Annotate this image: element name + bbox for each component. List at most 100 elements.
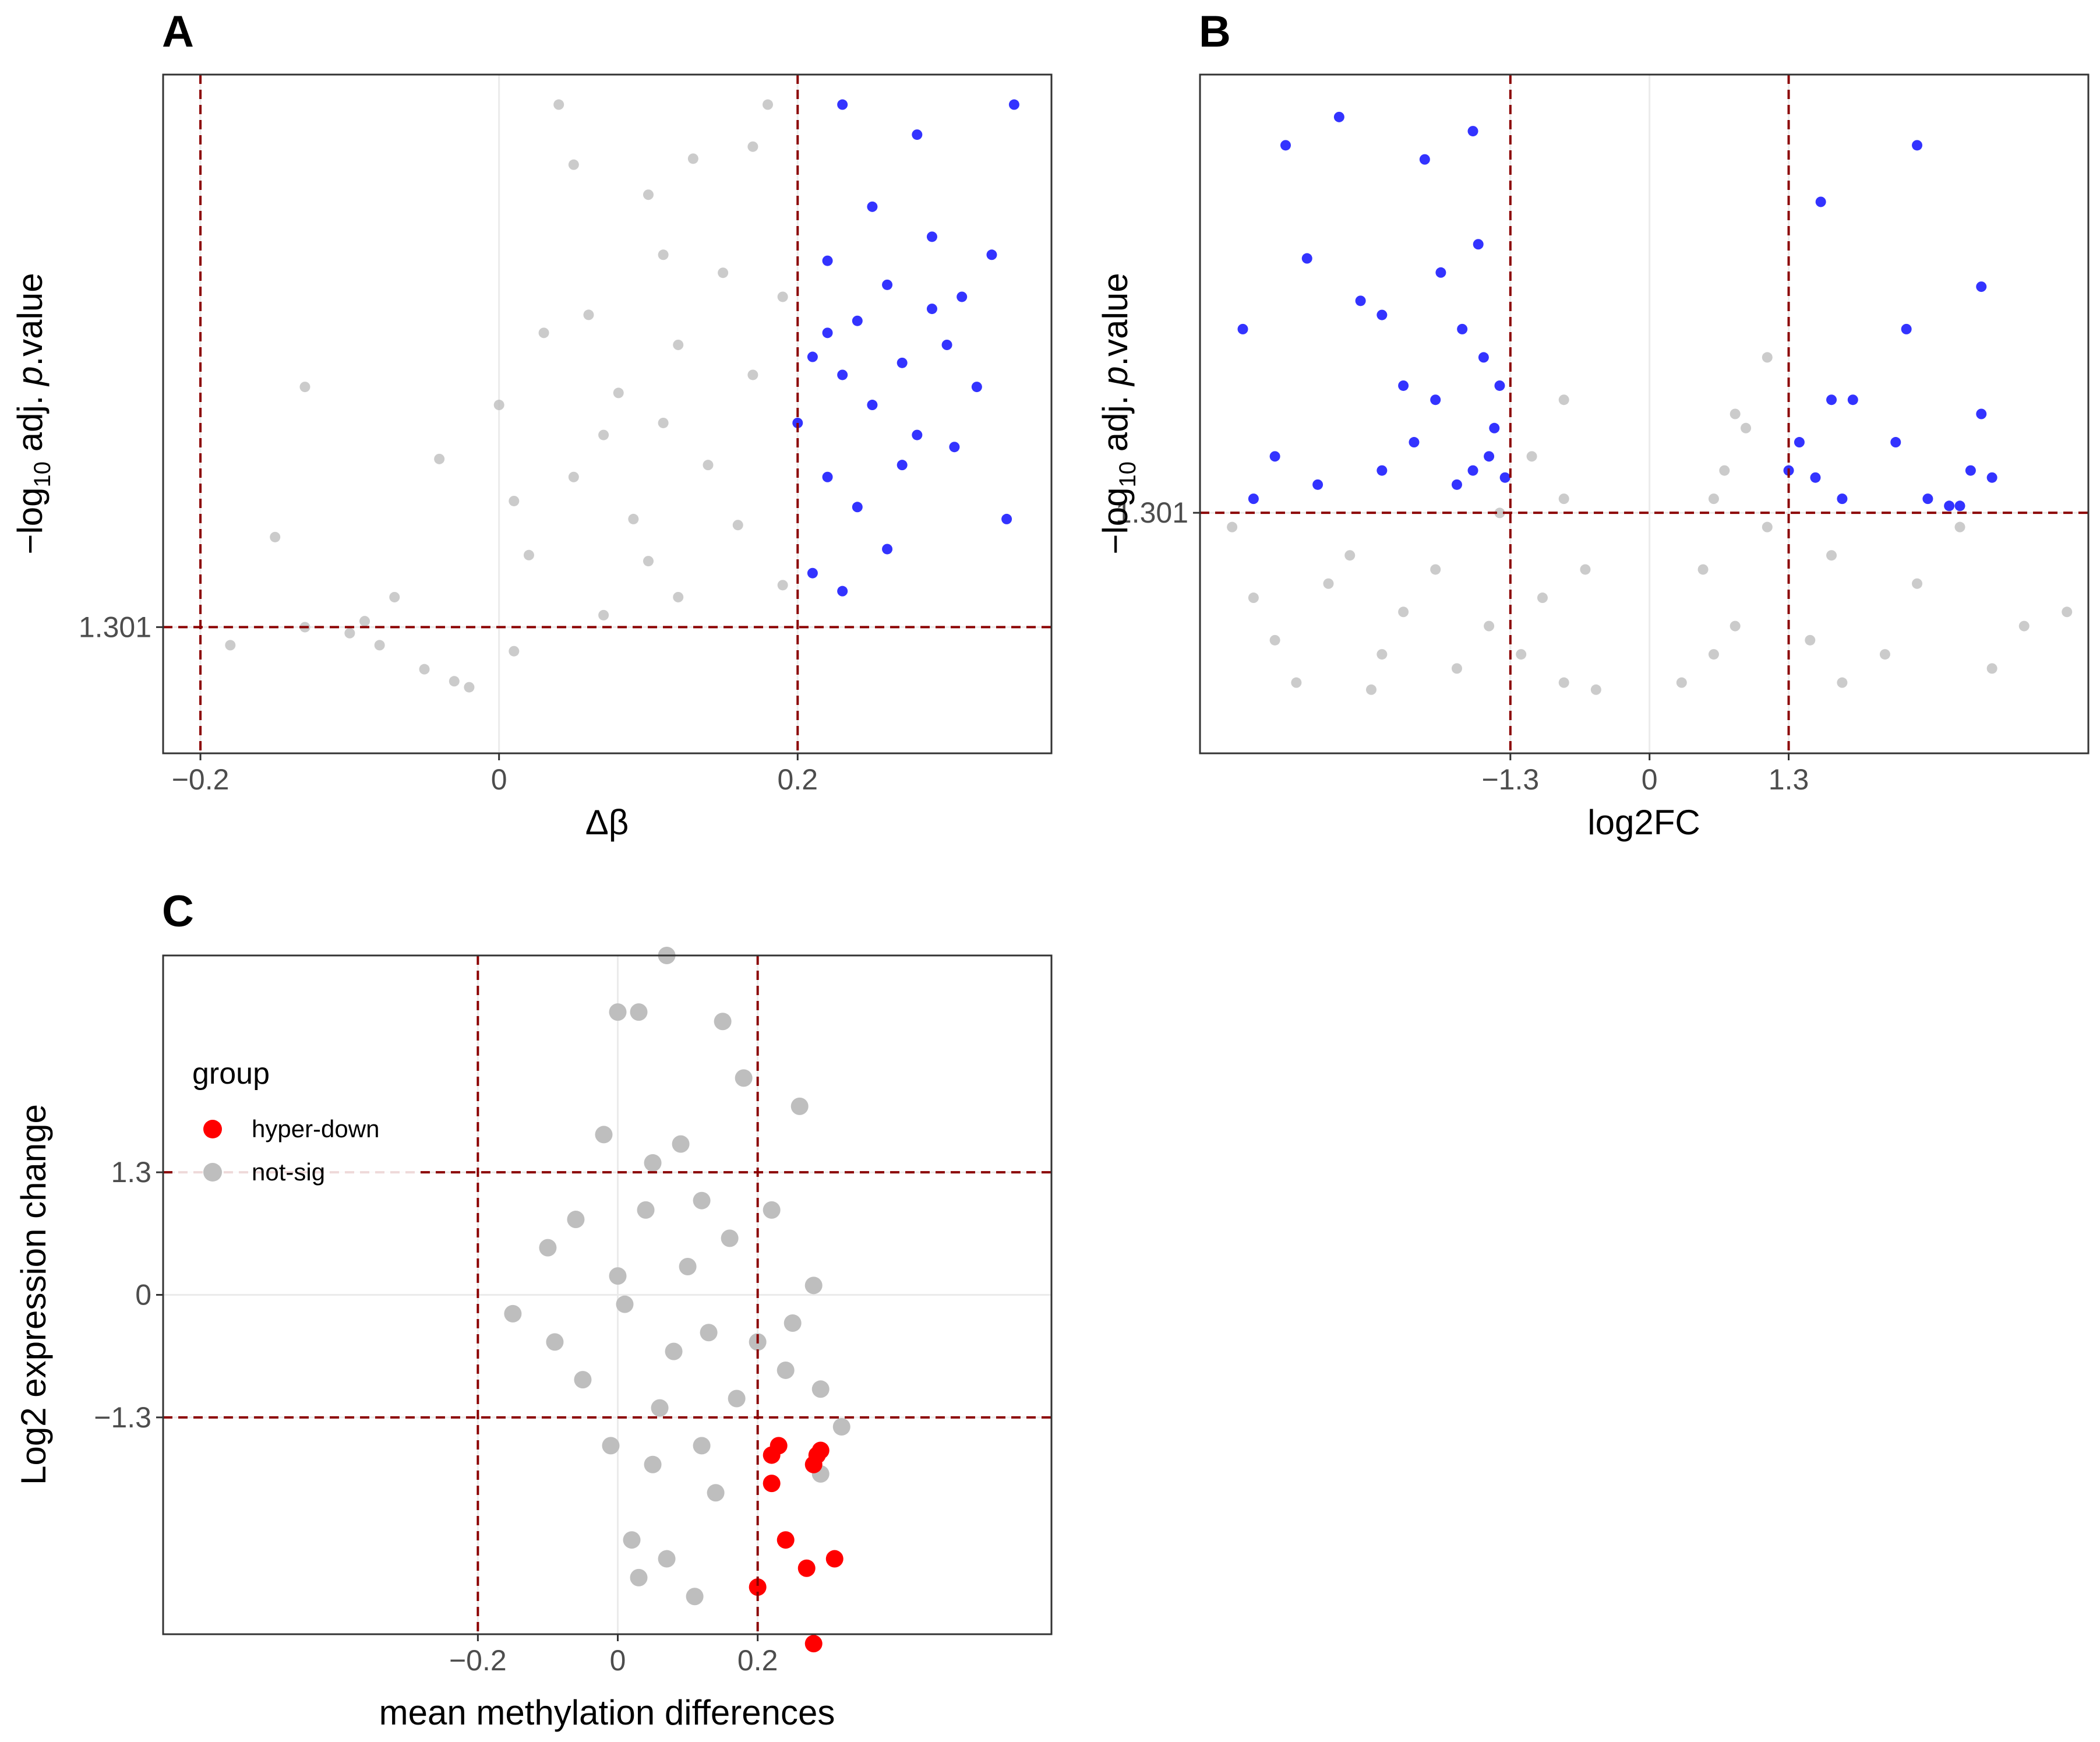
panel-c-points — [504, 947, 850, 1653]
point-sig — [1467, 465, 1478, 476]
point-not-sig — [509, 495, 520, 506]
point-hyper-down — [804, 1455, 823, 1473]
point-not-sig — [1558, 493, 1569, 505]
panel-b-y-axis: 1.301 — [1116, 496, 1200, 529]
point-not-sig — [419, 664, 430, 675]
point-not-sig — [1377, 649, 1388, 660]
point-not-sig — [374, 640, 385, 651]
panel-b-points — [1227, 111, 2073, 695]
point-not-sig — [804, 1276, 823, 1295]
point-not-sig — [643, 556, 654, 567]
point-not-sig — [1323, 578, 1334, 589]
legend-key-hyper-down — [203, 1120, 222, 1138]
point-not-sig — [628, 513, 639, 524]
point-not-sig — [567, 1211, 585, 1229]
point-sig — [1473, 239, 1484, 250]
point-not-sig — [747, 369, 758, 380]
point-not-sig — [630, 1568, 648, 1586]
point-sig — [1976, 408, 1987, 419]
point-sig — [1430, 394, 1441, 405]
panel-a-y-label: −log10 adj. p.value — [10, 273, 55, 554]
point-not-sig — [623, 1531, 641, 1549]
point-sig — [1377, 465, 1388, 476]
panel-a-border — [162, 73, 1053, 754]
point-not-sig — [344, 627, 355, 639]
point-not-sig — [686, 1588, 704, 1606]
point-not-sig — [523, 549, 534, 560]
point-not-sig — [732, 520, 743, 531]
panel-b-threshold-lines — [1200, 75, 2088, 753]
point-not-sig — [790, 1097, 809, 1115]
point-not-sig — [583, 309, 594, 320]
point-sig — [1847, 394, 1858, 405]
point-not-sig — [553, 99, 564, 110]
point-not-sig — [616, 1295, 634, 1313]
point-not-sig — [270, 531, 281, 542]
point-not-sig — [1398, 606, 1409, 618]
panel-c-threshold-lines — [163, 955, 1051, 1634]
point-not-sig — [299, 382, 310, 393]
point-not-sig — [703, 460, 714, 471]
point-sig — [1435, 267, 1446, 278]
point-not-sig — [658, 249, 669, 260]
panel-c-y-axis: 1.3 0 −1.3 — [94, 1156, 163, 1434]
point-not-sig — [777, 580, 788, 591]
point-not-sig — [464, 682, 475, 693]
point-not-sig — [658, 1550, 676, 1568]
point-not-sig — [673, 339, 684, 350]
panel-b: B −1.3 0 1.3 1.301 log2FC −log10 adj. p.va… — [1096, 7, 2090, 842]
point-not-sig — [1805, 634, 1816, 646]
point-not-sig — [509, 646, 520, 657]
point-sig — [1280, 140, 1291, 151]
point-not-sig — [546, 1333, 564, 1351]
point-not-sig — [1879, 649, 1890, 660]
point-not-sig — [714, 1013, 732, 1031]
point-not-sig — [1248, 593, 1259, 604]
point-not-sig — [1558, 677, 1569, 688]
point-not-sig — [679, 1257, 697, 1275]
point-sig — [1489, 422, 1500, 433]
x-tick-label: 0 — [1642, 763, 1658, 796]
point-sig — [1457, 323, 1468, 334]
x-tick-label: 0.2 — [778, 763, 818, 796]
point-not-sig — [574, 1371, 592, 1389]
point-not-sig — [1580, 564, 1591, 575]
point-hyper-down — [825, 1550, 843, 1568]
x-tick-label: −1.3 — [1481, 763, 1539, 796]
point-not-sig — [1719, 465, 1730, 476]
point-not-sig — [1697, 564, 1709, 575]
point-sig — [822, 327, 833, 338]
point-sig — [1001, 513, 1012, 524]
point-not-sig — [389, 591, 400, 602]
point-not-sig — [1590, 684, 1601, 695]
point-not-sig — [651, 1399, 669, 1417]
point-not-sig — [1430, 564, 1441, 575]
panel-b-y-label: −log10 adj. p.value — [1096, 273, 1141, 554]
legend-key-not-sig — [203, 1163, 222, 1182]
point-not-sig — [225, 640, 236, 651]
point-hyper-down — [797, 1559, 816, 1577]
point-sig — [837, 369, 848, 380]
point-sig — [1333, 111, 1344, 122]
legend-label-hyper-down: hyper-down — [252, 1115, 379, 1142]
point-not-sig — [1676, 677, 1687, 688]
point-sig — [1312, 479, 1323, 490]
point-sig — [1944, 500, 1955, 512]
point-not-sig — [783, 1314, 802, 1332]
point-sig — [822, 255, 833, 266]
point-sig — [852, 502, 863, 513]
point-hyper-down — [749, 1578, 767, 1596]
point-not-sig — [1708, 649, 1719, 660]
x-tick-label: −0.2 — [172, 763, 230, 796]
point-not-sig — [1558, 394, 1569, 405]
point-sig — [1409, 437, 1420, 448]
point-not-sig — [1912, 578, 1923, 589]
point-not-sig — [630, 1003, 648, 1021]
point-not-sig — [1730, 620, 1741, 632]
point-not-sig — [1762, 352, 1773, 363]
panel-b-plot-area — [1200, 75, 2088, 753]
point-not-sig — [1269, 634, 1280, 646]
point-sig — [1301, 253, 1312, 264]
point-not-sig — [1537, 593, 1548, 604]
